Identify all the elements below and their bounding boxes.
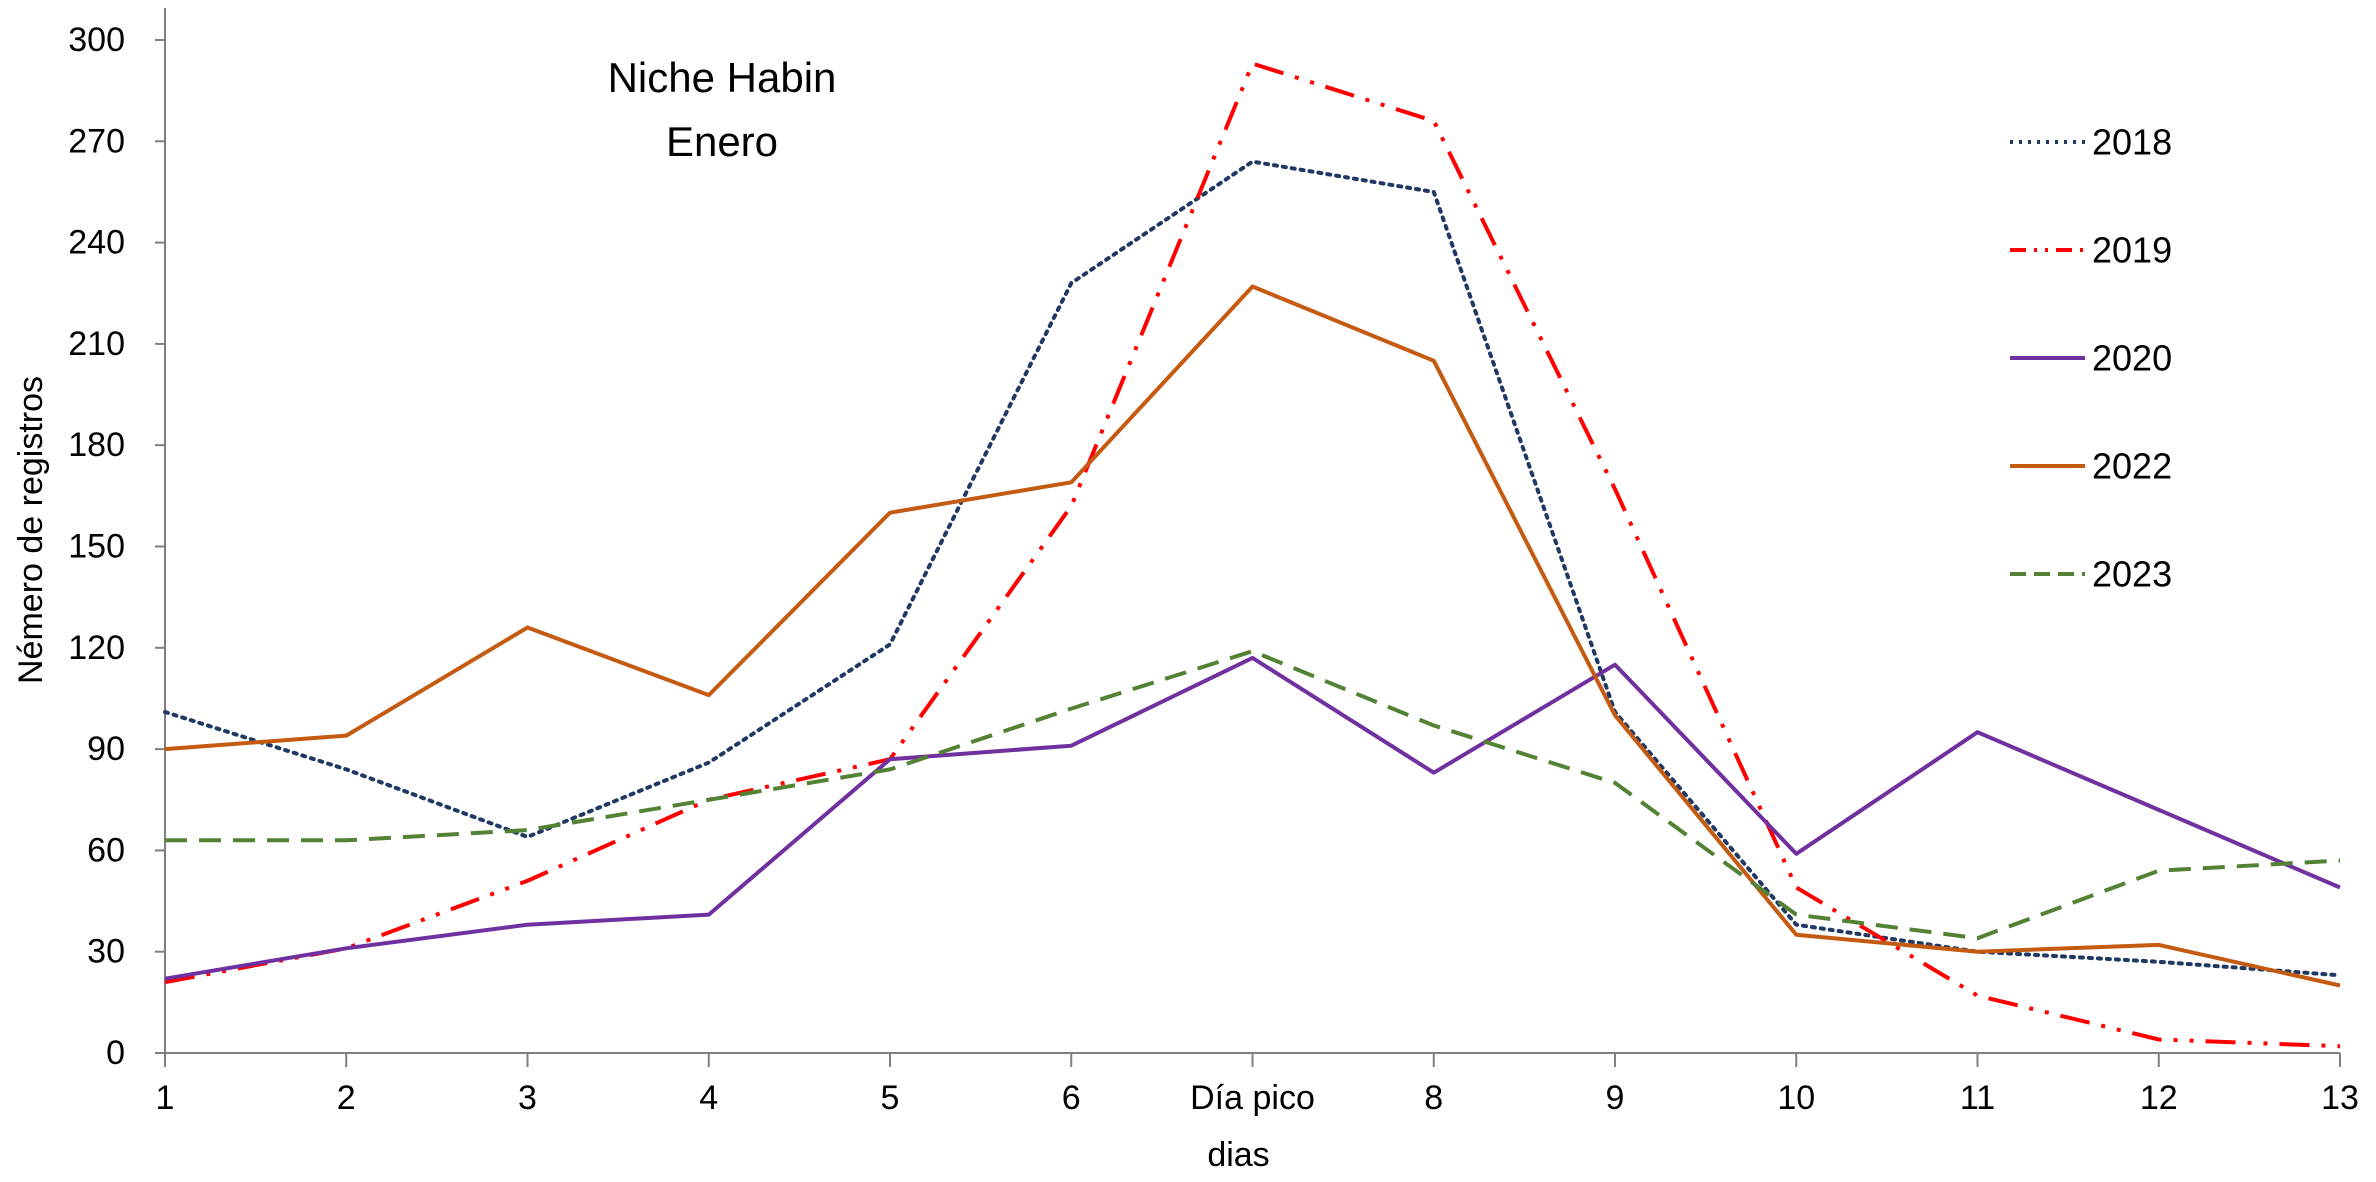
x-tick-label: 12 bbox=[2140, 1079, 2178, 1117]
legend: 2018 2019 2020 2022 2023 bbox=[2010, 122, 2172, 595]
y-tick-label: 150 bbox=[68, 528, 125, 566]
y-tick-label: 30 bbox=[87, 933, 125, 971]
legend-label-2018: 2018 bbox=[2092, 122, 2172, 163]
y-tick-label: 240 bbox=[68, 224, 125, 262]
legend-label-2023: 2023 bbox=[2092, 554, 2172, 595]
x-tick-label: 3 bbox=[518, 1079, 537, 1117]
x-tick-label: 2 bbox=[337, 1079, 356, 1117]
chart-title-line: Niche Habin bbox=[608, 54, 837, 101]
series-line-2023 bbox=[165, 649, 2341, 941]
series-lines bbox=[163, 61, 2342, 1049]
x-tick-label: 5 bbox=[881, 1079, 900, 1117]
y-tick-label: 300 bbox=[68, 21, 125, 59]
x-tick-label: 6 bbox=[1062, 1079, 1081, 1117]
y-axis-title: Némero de registros bbox=[12, 376, 50, 684]
chart-title-line: Enero bbox=[666, 118, 778, 165]
x-tick-label: 11 bbox=[1960, 1079, 1995, 1117]
x-axis-title: dias bbox=[1207, 1136, 1269, 1174]
x-tick-label: 4 bbox=[699, 1079, 718, 1117]
legend-label-2022: 2022 bbox=[2092, 446, 2172, 487]
x-tick-label: 8 bbox=[1424, 1079, 1443, 1117]
series-line-2018 bbox=[163, 159, 2342, 978]
series-line-2019 bbox=[164, 61, 2341, 1049]
x-tick-label: 10 bbox=[1777, 1079, 1815, 1117]
legend-label-2020: 2020 bbox=[2092, 338, 2172, 379]
series-line-2020 bbox=[164, 655, 2341, 981]
y-tick-label: 90 bbox=[87, 730, 125, 768]
y-tick-label: 180 bbox=[68, 426, 125, 464]
series-line-2022 bbox=[164, 284, 2341, 988]
y-tick-label: 210 bbox=[68, 325, 125, 363]
x-tick-label: Día pico bbox=[1190, 1079, 1315, 1117]
x-tick-label: 9 bbox=[1606, 1079, 1625, 1117]
y-tick-label: 120 bbox=[68, 629, 125, 667]
x-tick-label: 1 bbox=[156, 1079, 175, 1117]
chart-title: Niche Habin Enero bbox=[608, 54, 837, 165]
y-tick-label: 0 bbox=[106, 1034, 125, 1072]
y-tick-label: 60 bbox=[87, 831, 125, 869]
y-tick-label: 270 bbox=[68, 122, 125, 160]
x-tick-label: 13 bbox=[2321, 1079, 2359, 1117]
legend-label-2019: 2019 bbox=[2092, 230, 2172, 271]
